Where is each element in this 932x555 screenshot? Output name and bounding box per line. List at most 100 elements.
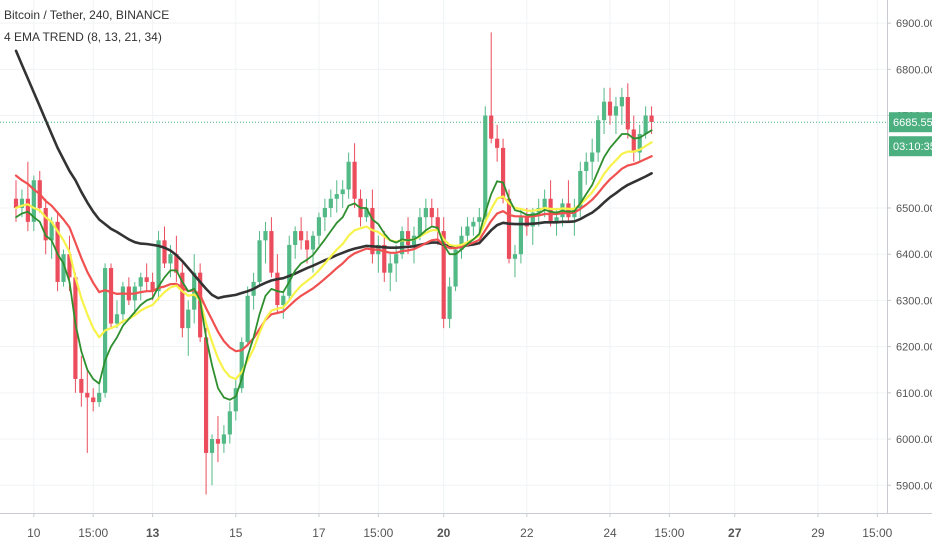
candle-body [512, 254, 518, 259]
candle-body [364, 207, 369, 218]
candle [293, 226, 298, 259]
candle-body [417, 217, 423, 236]
candle [221, 425, 226, 453]
candle-body [287, 244, 292, 296]
candle [180, 263, 185, 338]
candle [394, 244, 399, 282]
ema8-line [15, 129, 653, 401]
candle-body [25, 198, 30, 222]
candle [251, 272, 256, 310]
candle [114, 300, 120, 329]
candle [423, 198, 428, 232]
time-tick-label: 22 [520, 526, 534, 540]
candle-body [334, 194, 339, 199]
candle-body [352, 161, 357, 199]
candle-body [643, 115, 648, 135]
candle [613, 97, 619, 135]
ema21-line [14, 155, 653, 353]
candle-body [269, 231, 274, 273]
candle-body [263, 231, 268, 241]
candle-body [180, 272, 185, 329]
candle-body [108, 268, 114, 324]
candle-body [607, 101, 613, 116]
candle [334, 180, 339, 213]
candle [227, 402, 232, 444]
candle [79, 355, 84, 407]
price-tick-label: 6100.00 [896, 388, 932, 400]
candle [150, 272, 155, 301]
candle [138, 272, 143, 301]
candle-body [613, 106, 619, 116]
time-tick-label: 29 [811, 526, 825, 540]
time-tick-label: 17 [312, 526, 326, 540]
candle [596, 115, 601, 162]
candle [376, 235, 381, 273]
candles [13, 32, 654, 495]
candle [352, 143, 357, 208]
candle [489, 32, 494, 144]
candle-body [215, 439, 221, 444]
candle-body [299, 231, 304, 241]
candle-body [73, 277, 78, 379]
time-tick-label: 15:00 [78, 526, 108, 540]
price-tick-label: 6000.00 [896, 434, 932, 446]
candle [73, 272, 78, 393]
candle [215, 415, 221, 463]
candle-body [489, 115, 494, 139]
candle-body [601, 101, 607, 121]
candle-body [91, 397, 96, 403]
candle [85, 369, 90, 453]
candle-body [530, 212, 535, 227]
candle [174, 235, 179, 282]
candle-body [281, 295, 286, 306]
candle-body [328, 198, 333, 208]
indicator-title[interactable]: 4 EMA TREND (8, 13, 21, 34) [4, 30, 162, 44]
candle-body [245, 295, 250, 342]
candle-body [637, 134, 642, 153]
candle [108, 263, 114, 329]
candle [548, 180, 553, 227]
candle-body [203, 337, 209, 453]
time-tick-label: 15:00 [363, 526, 393, 540]
candle-body [322, 207, 327, 218]
candle-body [310, 235, 316, 250]
candle-body [114, 314, 120, 324]
candle-body [471, 221, 476, 227]
candle [209, 434, 215, 486]
candle [322, 198, 327, 232]
candle-body [316, 217, 322, 236]
candle-body [209, 439, 215, 453]
candle-body [500, 147, 506, 199]
candle [483, 106, 488, 222]
candle-body [49, 221, 54, 241]
candle [601, 87, 607, 135]
candle-body [19, 198, 25, 208]
time-tick-label: 24 [603, 526, 617, 540]
candle-body [156, 240, 161, 292]
candle-body [150, 281, 155, 292]
price-tick-label: 6500.00 [896, 203, 932, 215]
candle [120, 281, 126, 324]
candle-body [518, 217, 523, 255]
candle-body [459, 235, 464, 250]
candle-body [43, 207, 48, 241]
symbol-title[interactable]: Bitcoin / Tether, 240, BINANCE [4, 8, 170, 22]
candle-body [388, 263, 393, 273]
candle [61, 249, 66, 287]
candle [186, 300, 191, 356]
ema13-line [14, 141, 653, 381]
candle-body [55, 221, 60, 282]
candle-body [97, 392, 102, 403]
candle-body [162, 240, 167, 264]
candle [31, 175, 36, 232]
candle [566, 180, 571, 222]
candle-body [477, 217, 482, 222]
candle-body [483, 115, 488, 218]
time-tick-label: 27 [728, 526, 742, 540]
candle [316, 212, 322, 245]
candle-body [400, 231, 405, 255]
candle-body [186, 309, 191, 329]
candle-body [566, 203, 571, 218]
